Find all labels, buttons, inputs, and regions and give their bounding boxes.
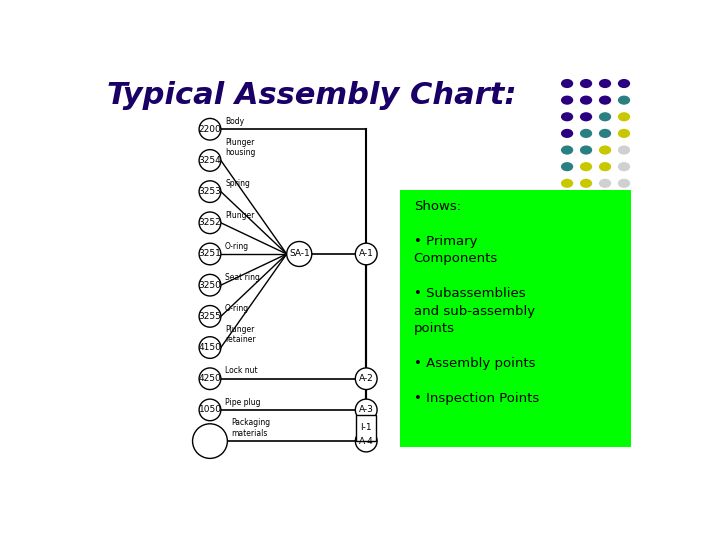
Circle shape [580, 96, 593, 105]
Circle shape [561, 179, 573, 188]
Circle shape [199, 243, 221, 265]
Circle shape [618, 96, 630, 105]
Text: A-2: A-2 [359, 374, 374, 383]
Circle shape [618, 129, 630, 138]
Circle shape [561, 145, 573, 154]
Circle shape [199, 212, 221, 234]
Text: Typical Assembly Chart:: Typical Assembly Chart: [107, 82, 516, 111]
Text: 3255: 3255 [199, 312, 222, 321]
Circle shape [199, 399, 221, 421]
Text: Lock nut: Lock nut [225, 367, 258, 375]
Text: O-ring: O-ring [225, 242, 249, 251]
Text: 3254: 3254 [199, 156, 221, 165]
Text: 1050: 1050 [199, 406, 222, 414]
Text: A-1: A-1 [359, 249, 374, 259]
Circle shape [356, 368, 377, 389]
Circle shape [618, 79, 630, 88]
Circle shape [561, 112, 573, 122]
FancyBboxPatch shape [400, 190, 631, 447]
Circle shape [199, 118, 221, 140]
Circle shape [199, 337, 221, 359]
Circle shape [287, 241, 312, 266]
Circle shape [199, 150, 221, 171]
Text: Spring: Spring [225, 179, 250, 188]
Circle shape [580, 112, 593, 122]
Text: 4150: 4150 [199, 343, 222, 352]
Circle shape [356, 430, 377, 452]
Circle shape [356, 399, 377, 421]
Text: Plunger: Plunger [225, 211, 254, 220]
Circle shape [561, 162, 573, 171]
Circle shape [580, 129, 593, 138]
Text: 2200: 2200 [199, 125, 221, 134]
Text: 4250: 4250 [199, 374, 221, 383]
Circle shape [599, 162, 611, 171]
Text: A-4: A-4 [359, 437, 374, 445]
Circle shape [618, 162, 630, 171]
Circle shape [561, 79, 573, 88]
Text: O-ring: O-ring [225, 304, 249, 313]
Text: Pipe plug: Pipe plug [225, 397, 261, 407]
Circle shape [599, 179, 611, 188]
Circle shape [199, 306, 221, 327]
Circle shape [580, 145, 593, 154]
Circle shape [561, 129, 573, 138]
Circle shape [599, 96, 611, 105]
Text: 3252: 3252 [199, 218, 221, 227]
Text: Plunger
retainer: Plunger retainer [225, 325, 256, 345]
Text: Packaging
materials: Packaging materials [232, 418, 271, 438]
Circle shape [599, 145, 611, 154]
Circle shape [199, 274, 221, 296]
Circle shape [199, 368, 221, 389]
Circle shape [580, 162, 593, 171]
Circle shape [199, 181, 221, 202]
Circle shape [599, 129, 611, 138]
Text: 3251: 3251 [199, 249, 222, 259]
Text: Body: Body [225, 117, 244, 126]
Text: 3253: 3253 [199, 187, 222, 196]
Circle shape [618, 145, 630, 154]
Circle shape [561, 96, 573, 105]
Text: Plunger
housing: Plunger housing [225, 138, 256, 157]
Text: A-3: A-3 [359, 406, 374, 414]
Circle shape [599, 79, 611, 88]
Circle shape [192, 424, 228, 458]
Circle shape [618, 179, 630, 188]
Text: Seat ring: Seat ring [225, 273, 260, 282]
Text: 3250: 3250 [199, 281, 222, 289]
Text: SA-1: SA-1 [289, 249, 310, 259]
FancyBboxPatch shape [356, 415, 376, 441]
Circle shape [599, 112, 611, 122]
Circle shape [356, 243, 377, 265]
Text: Shows:

• Primary
Components

• Subassemblies
and sub-assembly
points

• Assembl: Shows: • Primary Components • Subassembl… [414, 200, 539, 406]
Circle shape [580, 79, 593, 88]
Circle shape [580, 179, 593, 188]
Circle shape [618, 112, 630, 122]
Text: I-1: I-1 [361, 423, 372, 432]
